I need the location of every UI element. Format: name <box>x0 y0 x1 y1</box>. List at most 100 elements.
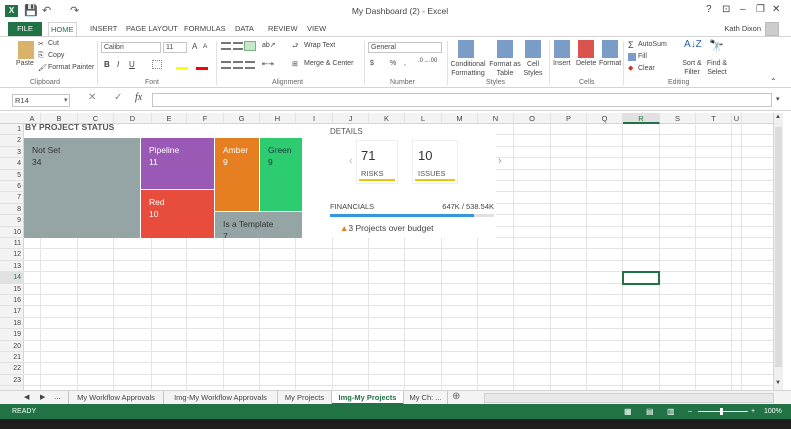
row-header[interactable]: 23 <box>0 375 24 387</box>
grow-font-button[interactable]: A <box>192 42 198 51</box>
tab-page-layout[interactable]: PAGE LAYOUT <box>126 24 178 33</box>
column-header[interactable]: D <box>114 113 152 124</box>
font-color-icon[interactable] <box>196 67 208 70</box>
align-top-icon[interactable] <box>221 42 231 50</box>
bold-button[interactable]: B <box>104 60 110 69</box>
zoom-in-icon[interactable]: + <box>751 408 756 415</box>
row-header[interactable]: 14 <box>0 272 24 284</box>
align-left-icon[interactable] <box>221 61 231 69</box>
copy-icon[interactable]: ⎘ <box>38 52 44 59</box>
cell-styles-button[interactable]: Cell Styles <box>523 61 543 77</box>
fill-color-icon[interactable] <box>176 67 188 70</box>
new-sheet-icon[interactable]: ⊕ <box>452 391 461 402</box>
format-cells-icon[interactable] <box>602 40 618 58</box>
normal-view-icon[interactable]: ▦ <box>624 407 632 416</box>
ribbon-display-icon[interactable]: ⊡ <box>722 4 731 15</box>
undo-icon[interactable]: ↶ <box>42 5 52 17</box>
sort-filter-icon[interactable]: A↓Z <box>684 39 702 50</box>
autosum-icon[interactable]: Σ <box>628 40 634 50</box>
paste-button[interactable]: Paste <box>16 60 34 67</box>
conditional-formatting-button[interactable]: Conditional Formatting <box>450 61 486 77</box>
tab-formulas[interactable]: FORMULAS <box>184 24 226 33</box>
cell-styles-icon[interactable] <box>525 40 541 58</box>
row-header[interactable]: 15 <box>0 284 24 295</box>
column-header[interactable]: L <box>405 113 442 124</box>
name-box[interactable]: R14 <box>12 94 70 107</box>
indent-icon[interactable]: ⇤⇥ <box>262 61 274 68</box>
column-header[interactable]: J <box>333 113 369 124</box>
column-header[interactable]: G <box>224 113 260 124</box>
orientation-icon[interactable]: ab↗ <box>262 42 276 49</box>
format-as-table-button[interactable]: Format as Table <box>489 61 521 77</box>
user-name[interactable]: Kath Dixon <box>724 24 761 33</box>
zoom-slider[interactable] <box>698 411 748 412</box>
fill-icon[interactable] <box>628 53 636 61</box>
copy-button[interactable]: Copy <box>48 52 65 59</box>
avatar[interactable] <box>765 22 779 36</box>
format-table-icon[interactable] <box>497 40 513 58</box>
font-size-select[interactable]: 11 <box>163 42 187 53</box>
wrap-text-button[interactable]: Wrap Text <box>304 42 336 49</box>
merge-center-button[interactable]: Merge & Center <box>304 60 354 67</box>
column-header[interactable]: Q <box>587 113 623 124</box>
clear-button[interactable]: Clear <box>638 65 655 72</box>
autosum-button[interactable]: AutoSum <box>638 41 667 48</box>
column-header[interactable]: K <box>369 113 405 124</box>
close-icon[interactable]: ✕ <box>772 4 781 15</box>
row-header[interactable]: 2 <box>0 135 24 147</box>
row-header[interactable]: 16 <box>0 295 24 307</box>
row-header[interactable]: 3 <box>0 147 24 159</box>
insert-cells-icon[interactable] <box>554 40 570 58</box>
insert-cells-button[interactable]: Insert <box>553 60 571 67</box>
row-header[interactable]: 9 <box>0 215 24 227</box>
column-header[interactable]: P <box>551 113 587 124</box>
row-header[interactable]: 11 <box>0 238 24 250</box>
insert-function-icon[interactable]: fx <box>135 92 143 103</box>
row-header[interactable]: 8 <box>0 204 24 216</box>
tile-red[interactable]: Red 10 <box>141 190 214 238</box>
expand-formula-icon[interactable]: ▾ <box>776 96 780 103</box>
row-header[interactable]: 22 <box>0 363 24 375</box>
tab-insert[interactable]: INSERT <box>90 24 118 33</box>
row-header[interactable]: 4 <box>0 158 24 170</box>
tab-file[interactable]: FILE <box>8 22 42 36</box>
help-icon[interactable]: ? <box>706 4 712 15</box>
enter-icon[interactable]: ✓ <box>114 92 123 103</box>
prev-arrow-icon[interactable]: ‹ <box>349 155 353 167</box>
column-header[interactable]: B <box>41 113 78 124</box>
find-select-icon[interactable]: 🔭 <box>709 39 724 53</box>
sheet-tab[interactable]: My Projects <box>278 391 332 405</box>
font-name-select[interactable]: Calibri <box>101 42 161 53</box>
zoom-level[interactable]: 100% <box>764 408 782 415</box>
fill-button[interactable]: Fill <box>638 53 647 60</box>
sort-filter-button[interactable]: Sort & Filter <box>682 60 702 76</box>
minimize-icon[interactable]: – <box>740 4 746 15</box>
format-painter-button[interactable]: Format Painter <box>48 64 95 71</box>
cancel-icon[interactable]: ✕ <box>88 92 97 103</box>
column-header[interactable]: R <box>623 113 660 124</box>
next-sheet-icon[interactable]: ▶ <box>40 394 46 401</box>
tile-pipeline[interactable]: Pipeline 11 <box>141 138 214 189</box>
row-header[interactable]: 6 <box>0 181 24 193</box>
tab-review[interactable]: REVIEW <box>268 24 298 33</box>
borders-icon[interactable] <box>152 60 162 69</box>
row-header[interactable]: 12 <box>0 249 24 261</box>
column-header[interactable]: C <box>78 113 114 124</box>
vertical-scrollbar[interactable]: ▲ ▼ <box>773 113 783 390</box>
sheet-tab-active[interactable]: Img-My Projects <box>332 391 404 405</box>
column-header[interactable]: I <box>296 113 333 124</box>
issues-card[interactable]: 10 ISSUES <box>412 140 458 184</box>
find-select-button[interactable]: Find & Select <box>706 60 728 76</box>
column-header[interactable]: E <box>152 113 187 124</box>
tab-view[interactable]: VIEW <box>307 24 327 33</box>
format-painter-icon[interactable]: 🖌 <box>38 65 47 72</box>
conditional-formatting-icon[interactable] <box>458 40 474 58</box>
row-header[interactable]: 19 <box>0 329 24 341</box>
name-box-dropdown-icon[interactable]: ▾ <box>64 97 68 104</box>
row-header[interactable]: 18 <box>0 318 24 330</box>
align-center-icon[interactable] <box>233 61 243 69</box>
next-arrow-icon[interactable]: › <box>498 155 502 167</box>
prev-sheet-icon[interactable]: ◀ <box>24 394 30 401</box>
italic-button[interactable]: I <box>117 60 120 69</box>
